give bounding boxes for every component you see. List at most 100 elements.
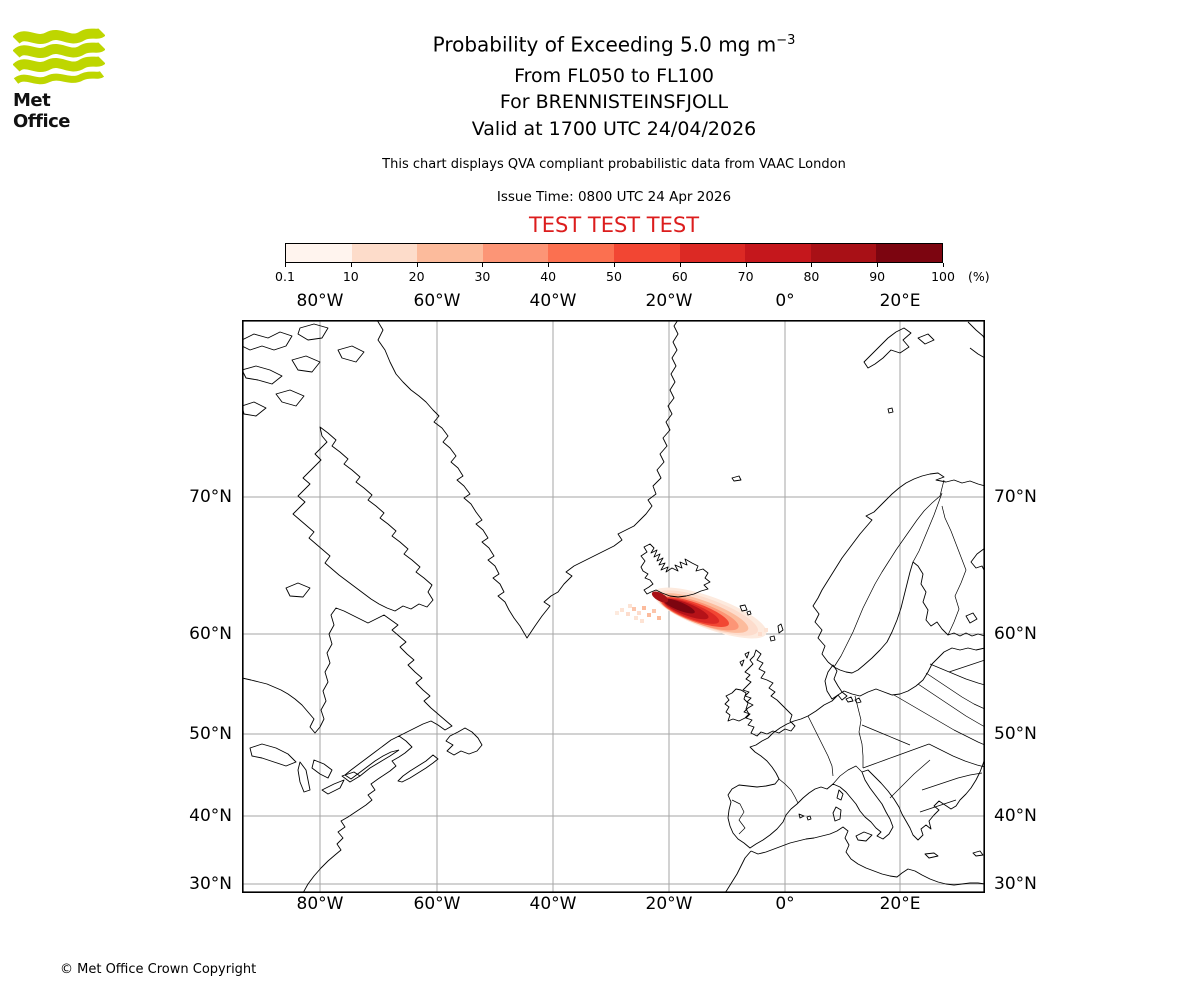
coastline [241, 401, 267, 417]
longitude-label: 60°W [413, 894, 461, 914]
country-border [921, 772, 983, 791]
coastline [924, 852, 939, 859]
coastline [731, 475, 742, 482]
coastline [744, 651, 750, 659]
coastlines [241, 319, 986, 894]
longitude-label: 40°W [529, 894, 577, 914]
coastline [967, 321, 986, 341]
colorbar-tick-label: 20 [408, 269, 425, 284]
country-border [893, 694, 986, 746]
coastline [806, 815, 812, 821]
coastline [832, 806, 842, 822]
colorbar-segment-80 [810, 244, 877, 262]
colorbar [285, 243, 943, 263]
coastline [837, 647, 986, 697]
coastline [724, 850, 752, 894]
chart-title: Probability of Exceeding 5.0 mg m−3 [242, 29, 986, 57]
ash-plume-speckle [637, 611, 641, 615]
coastline [746, 610, 752, 616]
country-border [862, 743, 930, 769]
longitude-label: 80°W [296, 291, 344, 311]
colorbar-segment-10 [351, 244, 418, 262]
test-banner: TEST TEST TEST [528, 213, 700, 237]
coastline [337, 345, 365, 363]
colorbar-tick-label: 80 [803, 269, 820, 284]
colorbar-tick-label: 10 [342, 269, 359, 284]
coastline [376, 319, 679, 639]
coastline [887, 407, 894, 414]
latitude-label: 60°N [994, 624, 1037, 644]
coastline [321, 779, 345, 795]
longitude-label: 20°E [879, 894, 921, 914]
coastline [311, 759, 333, 779]
coastline [291, 355, 321, 373]
country-border [832, 765, 863, 785]
colorbar-segment-90 [876, 244, 942, 262]
ash-plume-speckle [647, 613, 651, 617]
coastline [970, 547, 986, 573]
longitude-labels-bottom: 80°W 60°W 40°W 20°W 0° 20°E [242, 894, 986, 916]
country-border [912, 492, 943, 563]
colorbar-tickmark [745, 263, 747, 267]
coastline [972, 850, 984, 857]
ash-plume-speckle [652, 609, 656, 613]
country-border [919, 799, 957, 813]
longitude-label: 60°W [413, 291, 461, 311]
colorbar-tickmark [350, 263, 352, 267]
country-border [928, 743, 986, 768]
colorbar-tickmark [811, 263, 813, 267]
colorbar-tick-label: 0.1 [275, 269, 295, 284]
latitude-label: 50°N [189, 724, 232, 744]
colorbar-tickmark [679, 263, 681, 267]
colorbar-unit-label: (%) [968, 269, 990, 284]
coastline [777, 623, 784, 634]
longitude-label: 0° [775, 894, 795, 914]
ash-plume-layer [651, 591, 669, 603]
country-border [861, 724, 911, 746]
ash-plume-speckle [657, 616, 661, 620]
country-border [948, 659, 986, 673]
country-border [833, 479, 945, 668]
map-svg [241, 319, 986, 894]
coastline [297, 323, 329, 341]
colorbar-segment-60 [679, 244, 746, 262]
coastline [750, 826, 986, 886]
chart-subtitle-flight-levels: From FL050 to FL100 [514, 65, 714, 87]
longitude-label: 20°W [645, 894, 693, 914]
colorbar-segment-70 [745, 244, 811, 262]
ash-plume-speckle [764, 628, 768, 632]
ash-plume-speckle [620, 608, 624, 612]
country-border [807, 715, 834, 777]
colorbar-segment-50 [613, 244, 680, 262]
metoffice-logo: Met Office [12, 26, 106, 132]
latitude-label: 70°N [189, 487, 232, 507]
colorbar-tick-label: 50 [606, 269, 622, 284]
ash-plume-speckle [626, 612, 630, 616]
map-gridlines [242, 320, 985, 893]
colorbar-tickmark [614, 263, 615, 267]
colorbar-tickmark [482, 263, 484, 267]
coastline [397, 754, 439, 783]
country-border [731, 799, 746, 835]
chart-title-exponent: −3 [776, 33, 796, 48]
ash-plume-speckle [642, 606, 646, 610]
country-border [941, 505, 967, 636]
qva-description: This chart displays QVA compliant probab… [382, 157, 846, 172]
colorbar-tick-label: 90 [869, 269, 886, 284]
longitude-label: 0° [775, 291, 795, 311]
latitude-label: 30°N [189, 874, 232, 894]
coastline [965, 612, 978, 624]
coastline [742, 649, 796, 737]
latitude-label: 60°N [189, 624, 232, 644]
longitude-label: 20°E [879, 291, 921, 311]
ash-plume-speckle [628, 604, 632, 608]
ash-plume [615, 587, 768, 639]
metoffice-logo-text: Met Office [13, 90, 71, 132]
coastline [241, 607, 453, 737]
coastline [724, 688, 750, 722]
ash-plume-speckle [640, 619, 644, 623]
latitude-label: 40°N [189, 806, 232, 826]
coastline [249, 743, 297, 767]
colorbar-tick-label: 100 [931, 269, 955, 284]
coastline [812, 472, 986, 663]
